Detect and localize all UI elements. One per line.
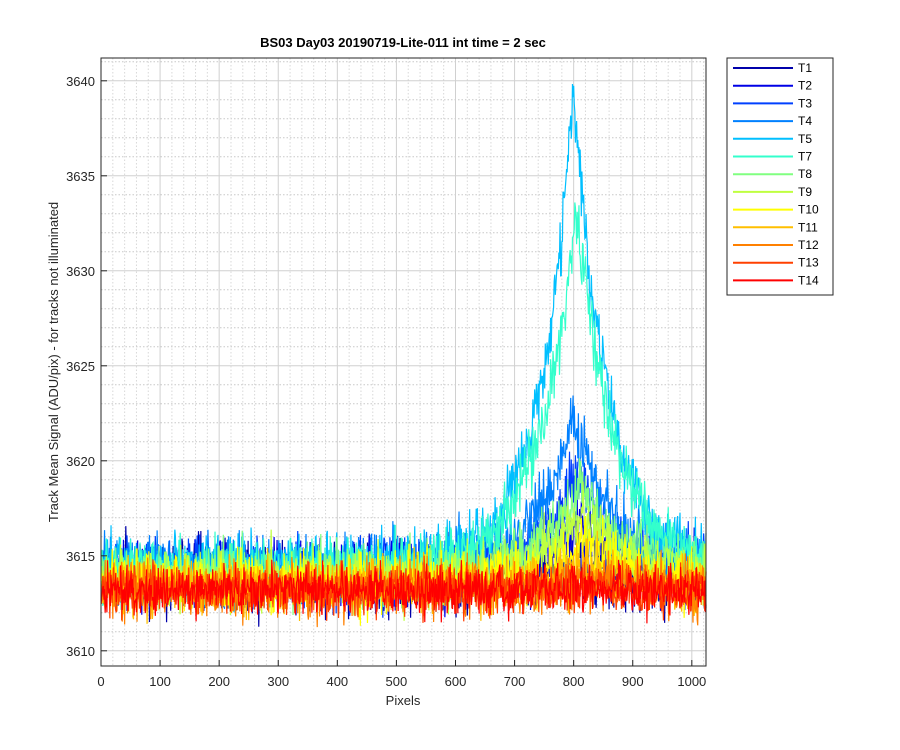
x-tick-label: 1000: [677, 674, 706, 689]
x-tick-label: 0: [97, 674, 104, 689]
x-tick-label: 300: [267, 674, 289, 689]
x-tick-label: 600: [445, 674, 467, 689]
y-tick-label: 3630: [66, 264, 95, 279]
legend-label: T8: [798, 167, 812, 181]
legend-label: T10: [798, 203, 819, 217]
legend-label: T12: [798, 238, 819, 252]
legend-box: [726, 57, 834, 296]
legend-label: T7: [798, 150, 812, 164]
legend-items: T1 T2 T3 T4 T5 T7 T8 T9 T10 T11 T12 T13 T14: [733, 61, 819, 287]
y-tick-label: 3610: [66, 644, 95, 659]
legend-label: T11: [798, 220, 818, 234]
x-tick-labels: 0 100 200 300 400 500 600 700 800 900 1000: [97, 674, 706, 689]
legend-label: T5: [798, 132, 812, 146]
y-tick-label: 3615: [66, 549, 95, 564]
y-axis-label: Track Mean Signal (ADU/pix) - for tracks…: [46, 202, 61, 522]
x-axis-label: Pixels: [386, 693, 421, 708]
y-tick-label: 3640: [66, 74, 95, 89]
y-tick-label: 3625: [66, 359, 95, 374]
y-tick-labels: 3610 3615 3620 3625 3630 3635 3640: [66, 74, 95, 659]
chart-title: BS03 Day03 20190719-Lite-011 int time = …: [260, 35, 546, 50]
x-tick-label: 900: [622, 674, 644, 689]
x-tick-label: 100: [149, 674, 171, 689]
legend-label: T13: [798, 256, 819, 270]
legend[interactable]: T1 T2 T3 T4 T5 T7 T8 T9 T10 T11 T12 T13 T14: [726, 57, 834, 296]
series-line-t14: [100, 559, 707, 624]
legend-label: T9: [798, 185, 812, 199]
legend-label: T14: [798, 273, 819, 287]
y-tick-label: 3620: [66, 454, 95, 469]
x-tick-label: 400: [326, 674, 348, 689]
legend-label: T2: [798, 79, 812, 93]
x-tick-label: 800: [563, 674, 585, 689]
x-tick-label: 700: [504, 674, 526, 689]
x-tick-label: 500: [386, 674, 408, 689]
plot-frame: [100, 57, 707, 667]
legend-label: T3: [798, 96, 812, 110]
series-layer: [100, 84, 707, 628]
plot-area: [100, 57, 707, 667]
legend-label: T4: [798, 114, 812, 128]
x-tick-label: 200: [208, 674, 230, 689]
y-tick-label: 3635: [66, 169, 95, 184]
legend-label: T1: [798, 61, 812, 75]
tick-marks: [100, 80, 693, 666]
